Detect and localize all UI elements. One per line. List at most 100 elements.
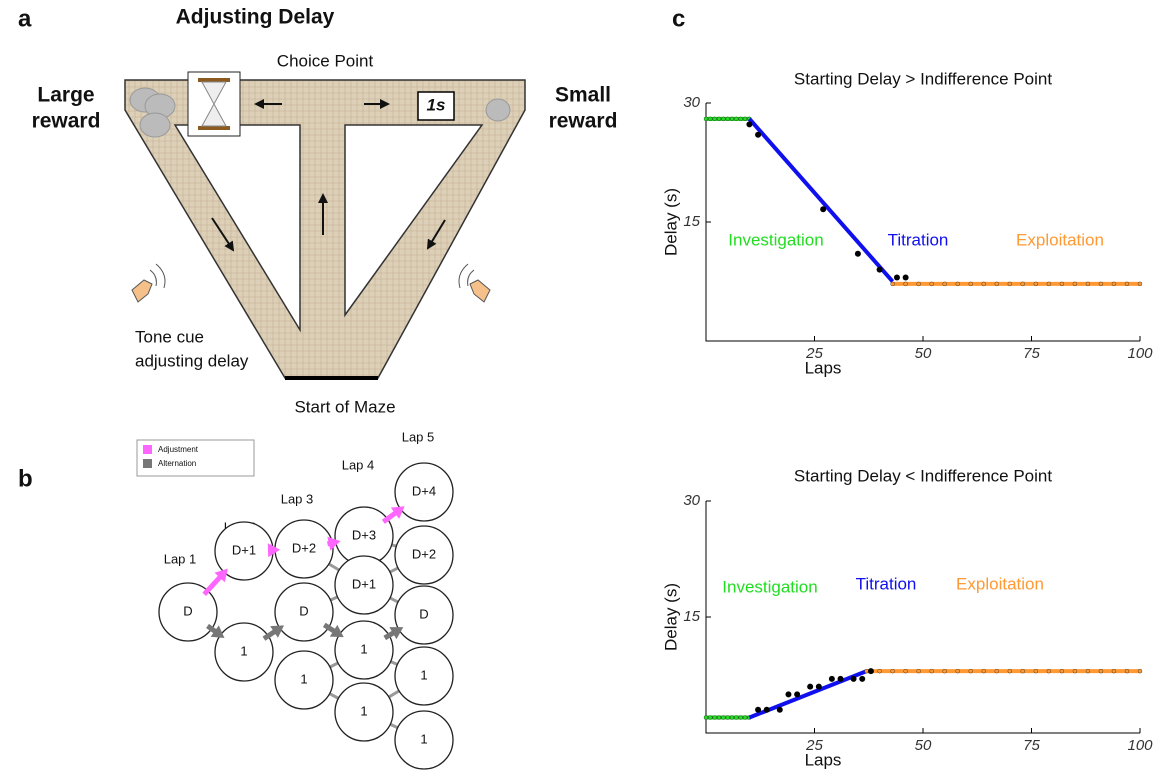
x-axis-label: Laps: [805, 358, 842, 377]
series-dot: [916, 281, 921, 287]
data-point: [850, 675, 857, 682]
series-dot: [708, 715, 713, 720]
hourglass: [187, 71, 241, 137]
panel-label: b: [18, 465, 33, 492]
series-dot: [903, 281, 908, 287]
series-dot: [1046, 281, 1052, 287]
lap-label: Lap 3: [281, 491, 314, 506]
node-label: D+1: [232, 542, 256, 557]
y-tick-label: 15: [683, 213, 700, 230]
series-dot: [1137, 281, 1143, 287]
tone-cue: adjusting delay: [135, 351, 249, 370]
series-dot: [1033, 668, 1039, 674]
node-label: D+4: [412, 483, 436, 498]
series-dot: [712, 116, 717, 122]
x-tick-label: 75: [1023, 737, 1040, 754]
series-dot: [742, 116, 748, 122]
series-dot: [1098, 281, 1104, 287]
series-dot: [1137, 668, 1143, 674]
data-point: [837, 675, 844, 682]
y-tick-label: 30: [683, 492, 700, 509]
node: [394, 462, 454, 522]
x-tick-label: 50: [915, 345, 932, 362]
series-dot: [716, 715, 722, 720]
transition-head: [210, 625, 225, 639]
small-reward: Small: [555, 84, 611, 107]
x-tick-label: 100: [1127, 737, 1153, 754]
delay-box: [417, 91, 455, 121]
node: [334, 682, 394, 742]
node-label: D+3: [352, 527, 376, 542]
series-dot: [1007, 668, 1012, 674]
speakers: [131, 263, 491, 303]
node-label: 1: [240, 643, 247, 658]
data-point: [867, 668, 874, 675]
phase-label: Investigation: [722, 577, 817, 596]
series-dot: [738, 715, 743, 720]
large-reward: reward: [32, 110, 101, 133]
phase-label: Titration: [888, 230, 949, 249]
node: [394, 646, 454, 706]
series-dot: [968, 281, 973, 287]
phase-label: Exploitation: [956, 574, 1044, 593]
x-axis-label: Laps: [805, 750, 842, 769]
maze-title: Adjusting Delay: [176, 6, 335, 29]
series-dot: [1124, 668, 1130, 674]
series-dot: [955, 281, 960, 287]
maze-arrows: [211, 99, 446, 252]
series-dot: [708, 116, 713, 122]
y-axis-label: Delay (s): [661, 188, 680, 256]
series-dot: [721, 116, 726, 122]
chart-title: Starting Delay > Indifference Point: [794, 69, 1052, 88]
node: [334, 620, 394, 680]
transition-head: [327, 536, 341, 551]
transition-head: [214, 568, 228, 583]
series-dot: [734, 116, 739, 122]
series-dot: [712, 715, 717, 720]
transition-head: [389, 627, 404, 640]
series-dot: [929, 668, 934, 674]
series-dot: [1098, 668, 1104, 674]
legend-swatch: [143, 459, 152, 468]
series-dot: [1046, 668, 1052, 674]
data-point: [755, 706, 762, 713]
axis: [705, 103, 1140, 342]
series-dot: [729, 116, 735, 122]
series-dot: [1007, 281, 1012, 287]
x-tick-label: 100: [1127, 345, 1153, 362]
delay-text: 1s: [427, 95, 446, 114]
legend-swatch: [143, 445, 152, 454]
series-dot: [703, 715, 709, 720]
series-dot: [1020, 281, 1026, 287]
series-dot: [716, 116, 722, 122]
node: [394, 525, 454, 585]
node-label: 1: [360, 703, 367, 718]
node: [394, 585, 454, 645]
series-dot: [1020, 668, 1026, 674]
data-point: [794, 691, 801, 698]
legend-box: [136, 439, 255, 477]
choice-point: Choice Point: [277, 51, 374, 70]
node-label: D+1: [352, 576, 376, 591]
series-dot: [903, 668, 908, 674]
x-tick-label: 75: [1023, 345, 1040, 362]
axis: [705, 501, 1140, 734]
tone-cue: Tone cue: [135, 327, 204, 346]
transition-head: [267, 543, 281, 558]
series-dot: [929, 281, 934, 287]
series-dot: [1059, 281, 1065, 287]
series-dot: [738, 116, 743, 122]
chart-title: Starting Delay < Indifference Point: [794, 466, 1052, 485]
node-label: 1: [420, 731, 427, 746]
x-tick-label: 50: [915, 737, 932, 754]
node: [394, 710, 454, 770]
data-point: [893, 274, 900, 281]
series-dot: [1124, 281, 1130, 287]
node: [334, 555, 394, 615]
data-point: [755, 131, 762, 138]
series-dot: [1085, 281, 1091, 287]
node-label: D+2: [292, 540, 316, 555]
data-point: [820, 206, 827, 213]
series-dot: [877, 668, 882, 674]
